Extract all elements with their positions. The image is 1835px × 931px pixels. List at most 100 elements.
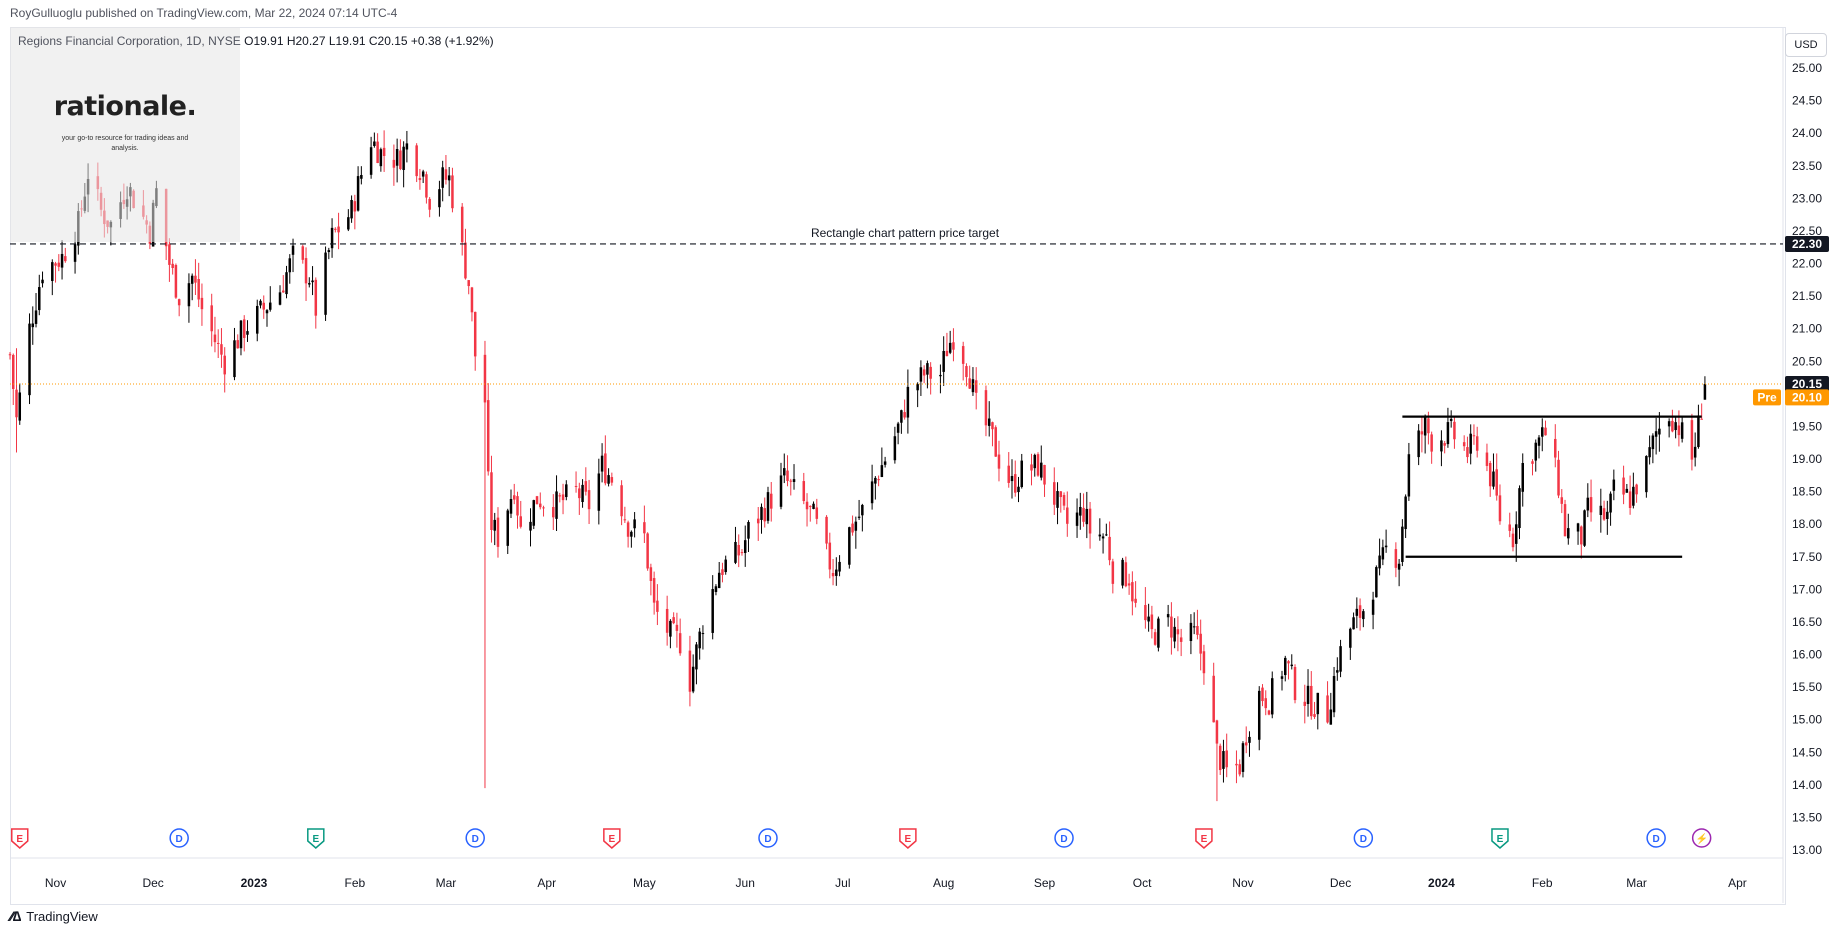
candle-body	[805, 501, 809, 510]
candle-body	[1648, 447, 1651, 458]
candle-body	[965, 366, 968, 378]
candle-body	[558, 495, 562, 497]
candle-body	[532, 500, 536, 526]
x-tick-label: Jul	[835, 876, 850, 890]
candle-body	[330, 227, 334, 249]
candle-body	[1514, 524, 1518, 544]
candle-body	[633, 519, 636, 529]
premarket-price-tag-label: 20.10	[1792, 390, 1822, 404]
earnings-event-icon	[11, 828, 29, 849]
candle-body	[1423, 417, 1427, 436]
y-tick-label: 22.00	[1792, 257, 1822, 271]
candle-body	[529, 521, 532, 531]
publisher-line: RoyGulluoglu published on TradingView.co…	[10, 6, 398, 20]
candle-body	[997, 454, 1001, 469]
earnings-event-icon	[899, 828, 917, 849]
candle-body	[919, 367, 923, 382]
x-tick-label: Jun	[736, 876, 755, 890]
candle-body	[626, 522, 630, 537]
candle-body	[1127, 583, 1131, 586]
candle-body	[1690, 420, 1694, 460]
candle-body	[1306, 685, 1310, 704]
candle-body	[835, 569, 838, 576]
candle-body	[236, 340, 239, 349]
candle-body	[486, 400, 490, 472]
candle-body	[916, 384, 919, 391]
event-marker-label: D	[764, 834, 771, 845]
candle-body	[194, 275, 197, 283]
candle-body	[18, 392, 22, 421]
candle-body	[213, 334, 217, 343]
candle-body	[38, 287, 41, 311]
candle-body	[1544, 427, 1547, 436]
candle-body	[1166, 614, 1170, 618]
candle-body	[308, 283, 311, 285]
candle-body	[620, 485, 623, 517]
x-tick-label: 2024	[1428, 876, 1455, 890]
last-price-tag-label: 20.15	[1792, 377, 1822, 391]
candle-body	[324, 252, 327, 315]
candle-body	[857, 516, 861, 518]
candle-body	[1257, 690, 1261, 740]
candle-body	[1371, 599, 1375, 615]
candle-body	[373, 141, 376, 146]
candle-body	[552, 507, 555, 518]
candle-body	[630, 531, 633, 537]
candle-body	[1020, 460, 1024, 488]
y-tick-label: 24.00	[1792, 126, 1822, 140]
candle-body	[1671, 420, 1674, 432]
candle-body	[301, 246, 305, 260]
candle-body	[769, 493, 773, 509]
candle-body	[1635, 484, 1638, 495]
candle-body	[200, 297, 204, 310]
candle-body	[779, 475, 783, 507]
candle-body	[1284, 657, 1287, 676]
candle-body	[1007, 465, 1010, 483]
candle-body	[1518, 488, 1521, 529]
candle-body	[1241, 743, 1245, 772]
candle-body	[675, 624, 679, 631]
candle-body	[555, 491, 558, 519]
event-marker-label: E	[1497, 834, 1504, 845]
candle-body	[1111, 561, 1115, 584]
candle-body	[786, 470, 789, 481]
candle-body	[1703, 384, 1707, 400]
candle-body	[1121, 559, 1124, 586]
candle-body	[1541, 427, 1544, 437]
last-price-tag	[1785, 376, 1829, 393]
premarket-prefix-label: Pre	[1757, 390, 1777, 404]
candle-body	[428, 198, 431, 210]
candle-body	[828, 542, 832, 570]
candle-body	[1244, 742, 1248, 746]
candle-body	[1628, 491, 1632, 508]
candle-body	[717, 572, 721, 589]
candle-body	[1674, 422, 1677, 431]
y-tick-label: 13.00	[1792, 843, 1822, 857]
candle-body	[1202, 651, 1206, 674]
y-tick-label: 21.50	[1792, 289, 1822, 303]
x-tick-label: Mar	[1626, 876, 1647, 890]
candle-body	[483, 354, 487, 403]
candle-body	[1358, 605, 1362, 618]
candle-body	[948, 342, 952, 353]
candle-body	[54, 263, 57, 266]
candle-body	[1153, 632, 1157, 645]
candle-body	[31, 323, 35, 328]
candle-body	[883, 461, 887, 465]
candle-body	[1225, 750, 1228, 768]
candle-body	[737, 544, 740, 556]
currency-button[interactable]: USD	[1785, 33, 1827, 57]
candle-body	[304, 258, 308, 284]
y-tick-label: 18.50	[1792, 485, 1822, 499]
event-marker-label: D	[1060, 834, 1067, 845]
candle-body	[1381, 547, 1385, 560]
candle-body	[643, 522, 646, 534]
candle-body	[623, 519, 627, 521]
candle-body	[451, 175, 454, 209]
candle-body	[496, 517, 500, 547]
candle-body	[896, 423, 900, 433]
tradingview-footer[interactable]: ⁄⁄∆ TradingView	[10, 908, 98, 924]
candle-body	[177, 299, 181, 306]
candle-body	[441, 167, 444, 188]
